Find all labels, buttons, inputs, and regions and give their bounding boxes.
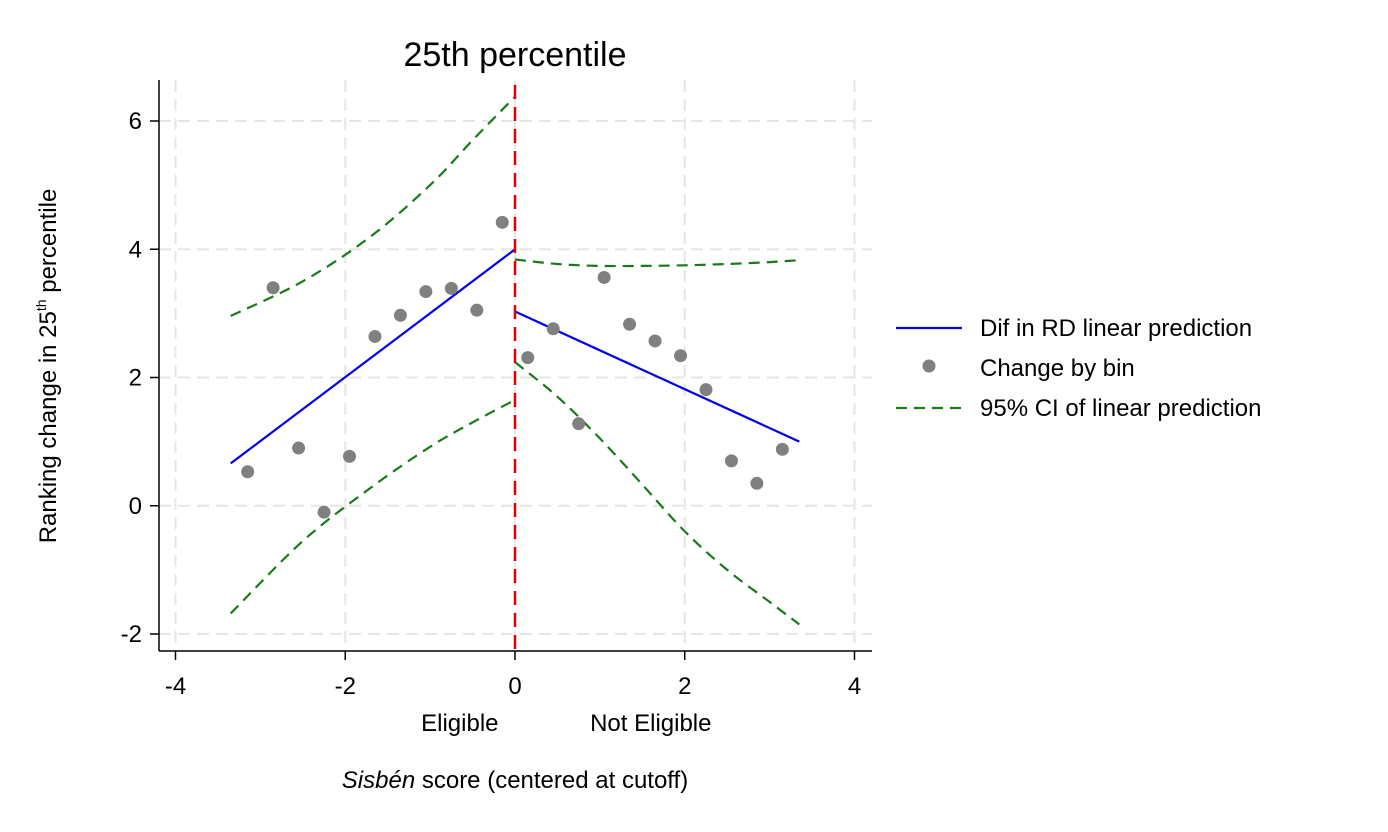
y-axis-label-pre: Ranking change in 25 <box>35 311 62 543</box>
bin-point <box>495 215 509 229</box>
bin-point <box>444 281 458 295</box>
bin-point <box>292 441 306 455</box>
region-label: Not Eligible <box>590 710 711 737</box>
y-tick-label: 0 <box>129 493 142 520</box>
axes <box>150 80 872 660</box>
bin-point <box>775 442 789 456</box>
bin-point <box>572 417 586 431</box>
bin-point <box>521 351 535 365</box>
region-labels: Eligible Not Eligible <box>421 710 711 737</box>
x-tick-label: 2 <box>678 673 691 700</box>
x-axis-label-rest: score (centered at cutoff) <box>415 767 688 794</box>
region-label: Eligible <box>421 710 498 737</box>
bin-point <box>597 270 611 284</box>
ci-right-lower-line <box>514 361 800 626</box>
confidence-interval-lines <box>229 95 800 626</box>
bin-point <box>546 322 560 336</box>
tick-labels: -4 -2 0 2 4 -2 0 2 4 6 <box>121 108 862 700</box>
y-axis-label-superscript: th <box>33 299 49 311</box>
x-tick-label: -4 <box>165 673 186 700</box>
fit-line-left <box>230 248 516 465</box>
bin-point <box>750 476 764 490</box>
fit-lines <box>230 248 800 465</box>
bin-point <box>342 449 356 463</box>
x-tick-label: 0 <box>508 673 521 700</box>
ci-left-lower-line <box>229 398 516 615</box>
legend-label: Dif in RD linear prediction <box>980 315 1252 342</box>
bin-point <box>317 505 331 519</box>
bin-point <box>648 334 662 348</box>
bin-point <box>241 465 255 479</box>
legend-label: 95% CI of linear prediction <box>980 395 1261 422</box>
y-tick-label: -2 <box>121 621 142 648</box>
x-axis-label: Sisbén score (centered at cutoff) <box>342 767 688 794</box>
y-axis-label-post: percentile <box>35 189 62 300</box>
ci-right-upper-line <box>514 258 800 268</box>
bin-point <box>393 308 407 322</box>
bin-point <box>266 281 280 295</box>
bin-point <box>699 383 713 397</box>
bin-points <box>241 215 789 519</box>
y-tick-label: 4 <box>129 236 142 263</box>
y-tick-label: 2 <box>129 365 142 392</box>
bin-point <box>470 303 484 317</box>
fit-line-right <box>514 310 800 443</box>
bin-point <box>419 285 433 299</box>
legend-label: Change by bin <box>980 355 1135 382</box>
x-tick-label: 4 <box>848 673 861 700</box>
x-tick-label: -2 <box>335 673 356 700</box>
bin-point <box>724 454 738 468</box>
bin-point <box>623 317 637 331</box>
y-tick-label: 6 <box>129 108 142 135</box>
legend: Dif in RD linear prediction Change by bin… <box>896 315 1261 422</box>
grid-lines <box>159 80 872 651</box>
legend-marker-swatch <box>922 359 936 373</box>
bin-point <box>368 329 382 343</box>
y-axis-label: Ranking change in 25th percentile <box>33 189 62 544</box>
x-axis-label-italic: Sisbén <box>342 767 415 794</box>
ci-left-upper-line <box>230 95 516 317</box>
bin-point <box>674 349 688 363</box>
chart-title: 25th percentile <box>403 36 626 74</box>
